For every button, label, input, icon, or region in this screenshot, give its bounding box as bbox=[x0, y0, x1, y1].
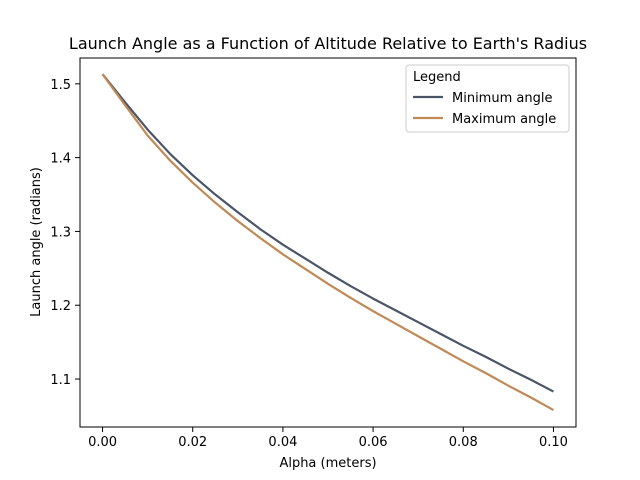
y-axis: 1.1 1.2 1.3 1.4 1.5 bbox=[50, 78, 80, 388]
x-tick-label: 0.06 bbox=[359, 435, 388, 450]
x-axis-label: Alpha (meters) bbox=[279, 456, 376, 471]
y-tick-label: 1.3 bbox=[50, 225, 71, 240]
y-tick-label: 1.5 bbox=[50, 78, 71, 93]
x-tick-label: 0.10 bbox=[539, 435, 568, 450]
x-tick-label: 0.08 bbox=[449, 435, 478, 450]
x-tick-label: 0.00 bbox=[88, 435, 117, 450]
y-axis-label: Launch angle (radians) bbox=[29, 167, 44, 317]
chart-title: Launch Angle as a Function of Altitude R… bbox=[69, 34, 587, 53]
legend: Legend Minimum angle Maximum angle bbox=[405, 64, 570, 133]
x-tick-label: 0.04 bbox=[268, 435, 297, 450]
series-line-maximum-angle bbox=[101, 73, 554, 411]
x-tick-label: 0.02 bbox=[178, 435, 207, 450]
legend-title: Legend bbox=[413, 70, 461, 85]
legend-items: Minimum angle Maximum angle bbox=[413, 91, 556, 127]
series-line-minimum-angle bbox=[101, 73, 554, 393]
legend-label: Maximum angle bbox=[452, 112, 556, 127]
legend-box bbox=[405, 64, 570, 133]
y-tick-label: 1.1 bbox=[50, 373, 71, 388]
x-axis: 0.00 0.02 0.04 0.06 0.08 0.10 bbox=[88, 427, 568, 450]
y-tick-label: 1.2 bbox=[50, 299, 71, 314]
series-layer bbox=[101, 73, 554, 411]
plot-area-frame bbox=[79, 57, 577, 428]
legend-label: Minimum angle bbox=[452, 91, 552, 106]
y-tick-label: 1.4 bbox=[50, 152, 71, 167]
